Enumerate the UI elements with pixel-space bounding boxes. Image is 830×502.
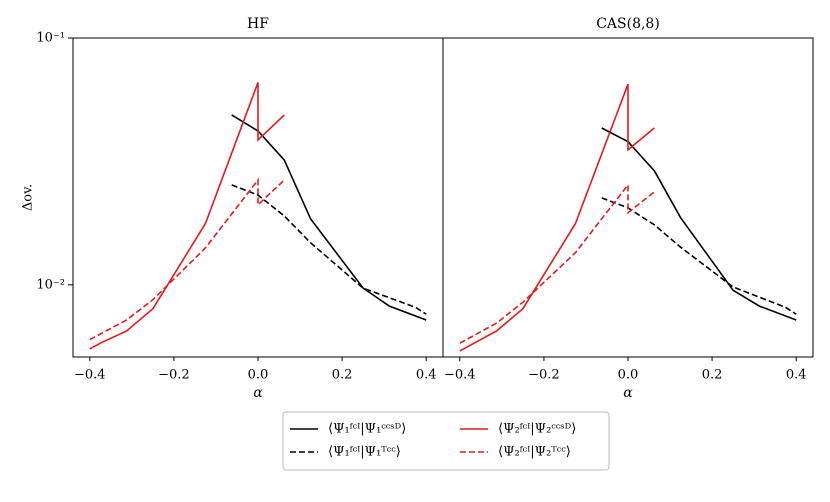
series-line xyxy=(459,83,655,352)
legend-label: ⟨Ψ₁ᶠᶜᴵ|Ψ₁ᵀᶜᶜ⟩ xyxy=(328,445,401,460)
legend-label: ⟨Ψ₁ᶠᶜᴵ|Ψ₁ᶜᶜˢᴰ⟩ xyxy=(328,422,406,437)
panel-title: CAS(8,8) xyxy=(596,16,660,32)
series-line xyxy=(459,182,655,344)
x-tick-label: 0.2 xyxy=(332,368,353,383)
legend-label: ⟨Ψ₂ᶠᶜᴵ|Ψ₂ᵀᶜᶜ⟩ xyxy=(498,445,571,460)
x-tick-label: 0.4 xyxy=(786,368,807,383)
x-tick-label: 0.0 xyxy=(248,368,269,383)
series-line xyxy=(601,127,797,321)
x-axis-label: α xyxy=(253,385,263,401)
x-axis-label: α xyxy=(623,385,633,401)
y-axis-label: Δov. xyxy=(21,184,36,211)
x-tick-label: −0.4 xyxy=(74,368,106,383)
series-line xyxy=(601,197,797,315)
x-tick-label: −0.2 xyxy=(158,368,190,383)
series-line xyxy=(231,184,427,315)
y-tick-label: 10⁻¹ xyxy=(36,31,65,46)
y-tick-label: 10⁻² xyxy=(36,277,65,292)
series-line xyxy=(231,114,427,321)
x-tick-label: −0.4 xyxy=(444,368,476,383)
x-tick-label: 0.0 xyxy=(618,368,639,383)
x-tick-label: 0.4 xyxy=(416,368,437,383)
x-tick-label: −0.2 xyxy=(528,368,560,383)
x-tick-label: 0.2 xyxy=(702,368,723,383)
series-line xyxy=(89,82,285,350)
panel-title: HF xyxy=(247,16,269,32)
legend-box xyxy=(282,411,610,471)
series-line xyxy=(89,177,285,341)
legend-label: ⟨Ψ₂ᶠᶜᴵ|Ψ₂ᶜᶜˢᴰ⟩ xyxy=(498,422,576,437)
